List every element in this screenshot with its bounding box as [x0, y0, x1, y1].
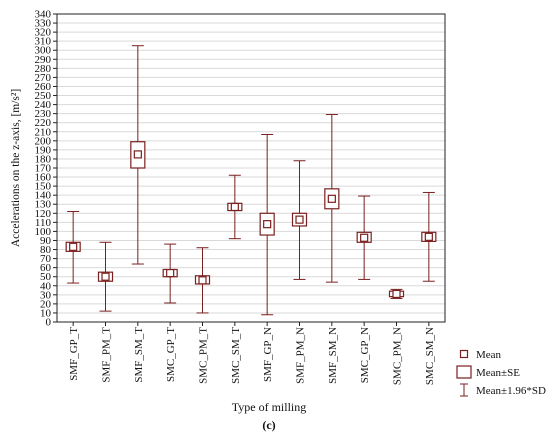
legend-label: Mean±1.96*SD [476, 385, 546, 397]
x-tick-label: SMC_PM_T [198, 327, 210, 384]
y-tick-label: 320 [35, 27, 52, 39]
y-tick-label: 340 [35, 9, 52, 21]
y-tick-label: 70 [40, 253, 52, 265]
y-tick-label: 200 [35, 135, 52, 147]
x-tick-label: SMF_SM_T [133, 327, 145, 383]
x-axis-label: Type of milling [232, 400, 306, 414]
mean-marker-SMC_SM_T [230, 202, 239, 212]
y-tick-label: 40 [40, 280, 52, 292]
y-tick-label: 160 [35, 172, 52, 184]
y-tick-label: 130 [35, 199, 52, 211]
y-tick-label: 290 [35, 54, 52, 66]
y-tick-label: 310 [35, 36, 52, 48]
y-tick-label: 120 [35, 208, 52, 220]
y-tick-label: 280 [35, 63, 52, 75]
y-tick-label: 10 [40, 307, 52, 319]
y-tick-label: 250 [35, 90, 52, 102]
mean-marker-SMF_SM_N [327, 194, 336, 203]
x-tick-label: SMF_GP_T [68, 327, 80, 381]
figure-label: (c) [262, 418, 275, 432]
y-tick-label: 170 [35, 163, 52, 175]
y-tick-label: 140 [35, 190, 52, 202]
x-tick-label: SMF_GP_N [262, 327, 274, 382]
grid-lines [57, 22, 445, 314]
mean-marker-SMC_SM_N [424, 232, 433, 241]
y-tick-label: 210 [35, 126, 52, 138]
y-tick-label: 100 [35, 226, 52, 238]
mean-marker-SMF_GP_N [263, 220, 272, 229]
y-tick-label: 180 [35, 153, 52, 165]
mean-marker-SMF_SM_T [133, 150, 142, 159]
x-axis: SMF_GP_T SMF_PM_T SMF_SM_T SMC_GP_T SMC_PM_T… [68, 322, 436, 385]
y-tick-label: 30 [40, 289, 52, 301]
y-tick-label: 260 [35, 81, 52, 93]
x-tick-label: SMF_PM_N [295, 327, 307, 384]
x-tick-label: SMC_GP_N [359, 327, 371, 383]
y-tick-label: 20 [40, 298, 52, 310]
legend-se-swatch [456, 365, 472, 379]
y-tick-label: 300 [35, 45, 52, 57]
y-tick-label: 60 [40, 262, 52, 274]
legend-label: Mean±SE [476, 367, 520, 379]
x-tick-label: SMC_SM_T [230, 327, 242, 384]
y-tick-label: 190 [35, 144, 52, 156]
mean-marker-SMC_PM_N [392, 289, 401, 299]
x-tick-label: SMC_SM_N [424, 327, 436, 385]
y-tick-label: 0 [46, 317, 52, 329]
legend: Mean Mean±SE Mean±1.96*SD [456, 349, 546, 397]
mean-marker-SMF_PM_N [295, 215, 304, 224]
mean-marker-SMC_GP_T [166, 268, 175, 278]
x-tick-label: SMC_GP_T [165, 327, 177, 382]
x-tick-label: SMF_PM_T [101, 327, 113, 383]
y-tick-label: 230 [35, 108, 52, 120]
legend-mean-swatch [459, 349, 469, 359]
x-tick-label: SMC_PM_N [392, 327, 404, 385]
y-tick-label: 240 [35, 99, 52, 111]
y-tick-label: 270 [35, 72, 52, 84]
y-tick-label: 80 [40, 244, 52, 256]
y-tick-label: 220 [35, 117, 52, 129]
series-marks [65, 45, 437, 316]
y-tick-label: 110 [35, 217, 52, 229]
mean-marker-SMC_PM_T [198, 276, 207, 285]
y-tick-label: 330 [35, 18, 52, 30]
y-tick-label: 90 [40, 235, 52, 247]
y-tick-label: 50 [40, 271, 52, 283]
y-axis: 0102030405060708090100110120130140150160… [35, 9, 57, 329]
mean-marker-SMF_GP_T [69, 242, 78, 251]
y-tick-label: 150 [35, 181, 52, 193]
x-tick-label: SMF_SM_N [327, 327, 339, 384]
legend-label: Mean [476, 349, 502, 361]
mean-marker-SMF_PM_T [101, 272, 110, 281]
y-axis-label: Accelerations on the z-axis, [m/s²] [10, 89, 22, 247]
mean-marker-SMC_GP_N [360, 233, 369, 242]
